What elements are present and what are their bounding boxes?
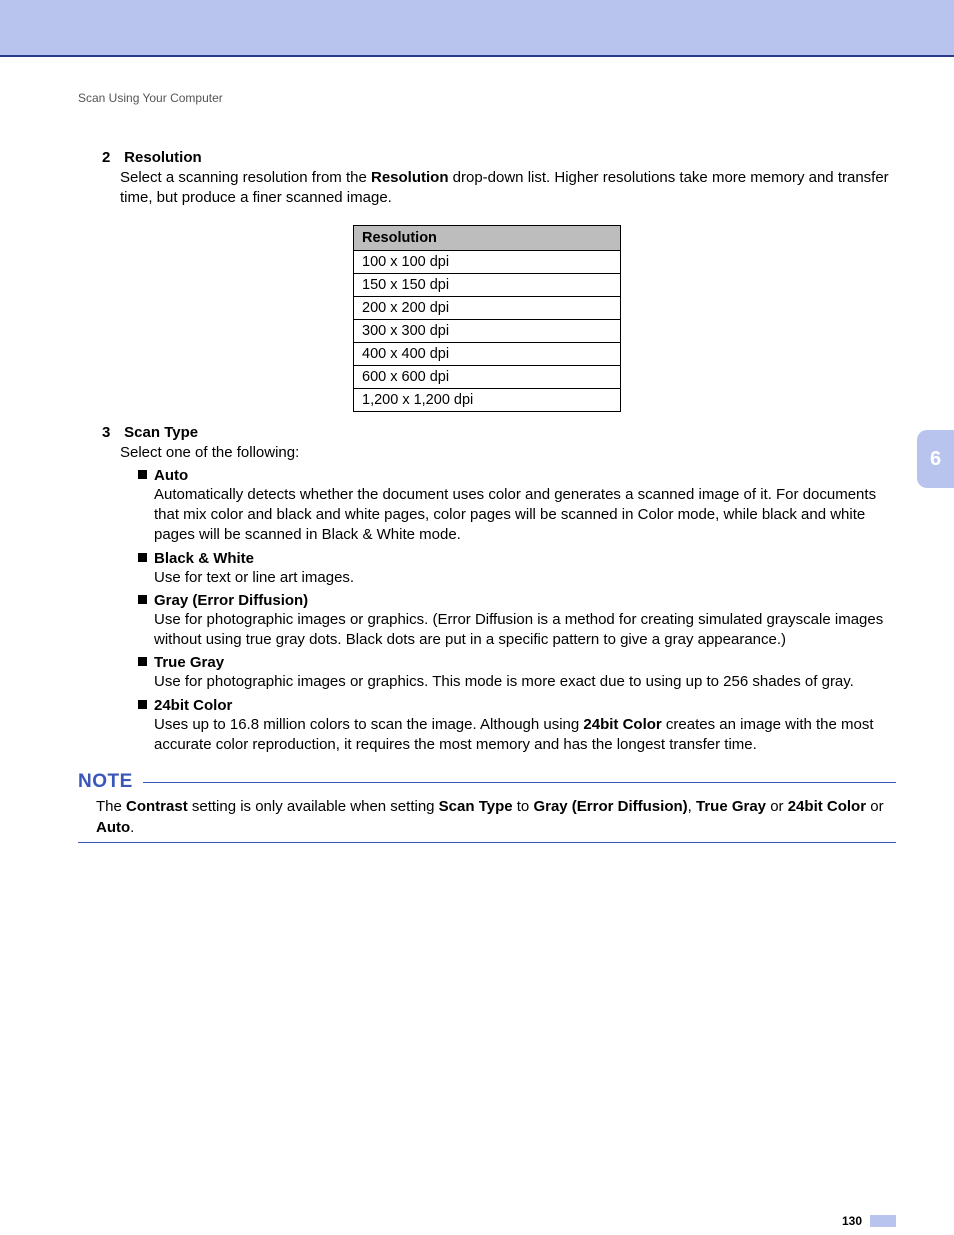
resolution-table: Resolution 100 x 100 dpi 150 x 150 dpi 2… <box>353 225 621 412</box>
bullet-icon <box>138 657 147 666</box>
bold-term: Contrast <box>126 798 188 815</box>
table-header: Resolution <box>354 225 621 250</box>
item-body: Use for text or line art images. <box>78 568 896 588</box>
text: or <box>866 798 884 815</box>
footer-accent <box>870 1215 896 1227</box>
item-title: Gray (Error Diffusion) <box>154 592 308 609</box>
item-title: 24bit Color <box>154 697 232 714</box>
table-row: 600 x 600 dpi <box>354 365 621 388</box>
page-number: 130 <box>842 1214 862 1228</box>
table-row: 1,200 x 1,200 dpi <box>354 388 621 411</box>
chapter-tab: 6 <box>917 430 954 488</box>
list-item: True Gray <box>78 654 896 671</box>
item-title: True Gray <box>154 654 224 671</box>
section-scan-type: 3 Scan Type Select one of the following:… <box>78 424 896 756</box>
header-band <box>0 0 954 57</box>
text: to <box>513 798 534 815</box>
bullet-icon <box>138 595 147 604</box>
text: . <box>130 819 134 836</box>
section-heading: Resolution <box>124 149 202 166</box>
note-divider <box>143 782 896 783</box>
bullet-icon <box>138 553 147 562</box>
bold-term: Auto <box>96 819 130 836</box>
list-item: 24bit Color <box>78 697 896 714</box>
item-title: Auto <box>154 467 188 484</box>
item-body: Use for photographic images or graphics.… <box>78 672 896 692</box>
section-resolution: 2 Resolution Select a scanning resolutio… <box>78 149 896 412</box>
table-row: 150 x 150 dpi <box>354 273 621 296</box>
section-intro: Select one of the following: <box>78 443 896 463</box>
bold-term: Resolution <box>371 169 449 186</box>
section-heading: Scan Type <box>124 424 198 441</box>
list-item: Black & White <box>78 550 896 567</box>
text: The <box>96 798 126 815</box>
table-row: 200 x 200 dpi <box>354 296 621 319</box>
bold-term: 24bit Color <box>788 798 866 815</box>
table-row: 400 x 400 dpi <box>354 342 621 365</box>
page-content: Scan Using Your Computer 2 Resolution Se… <box>0 57 954 883</box>
note-block: NOTE The Contrast setting is only availa… <box>78 771 896 843</box>
table-row: 300 x 300 dpi <box>354 319 621 342</box>
bullet-icon <box>138 700 147 709</box>
bullet-icon <box>138 470 147 479</box>
item-body: Uses up to 16.8 million colors to scan t… <box>78 715 896 756</box>
text: , <box>688 798 696 815</box>
page-footer: 130 <box>842 1214 896 1228</box>
section-number: 2 <box>102 149 120 166</box>
section-number: 3 <box>102 424 120 441</box>
table-row: 100 x 100 dpi <box>354 250 621 273</box>
note-divider <box>78 842 896 843</box>
text: Uses up to 16.8 million colors to scan t… <box>154 716 583 733</box>
bold-term: 24bit Color <box>583 716 661 733</box>
note-body: The Contrast setting is only available w… <box>78 796 896 838</box>
section-body: Select a scanning resolution from the Re… <box>78 168 896 209</box>
bold-term: Scan Type <box>439 798 513 815</box>
list-item: Gray (Error Diffusion) <box>78 592 896 609</box>
bold-term: Gray (Error Diffusion) <box>533 798 687 815</box>
note-label: NOTE <box>78 771 133 793</box>
item-body: Automatically detects whether the docume… <box>78 485 896 546</box>
text: setting is only available when setting <box>188 798 439 815</box>
text: or <box>766 798 788 815</box>
item-title: Black & White <box>154 550 254 567</box>
list-item: Auto <box>78 467 896 484</box>
breadcrumb: Scan Using Your Computer <box>78 91 896 105</box>
item-body: Use for photographic images or graphics.… <box>78 610 896 651</box>
text: Select a scanning resolution from the <box>120 169 371 186</box>
bold-term: True Gray <box>696 798 766 815</box>
